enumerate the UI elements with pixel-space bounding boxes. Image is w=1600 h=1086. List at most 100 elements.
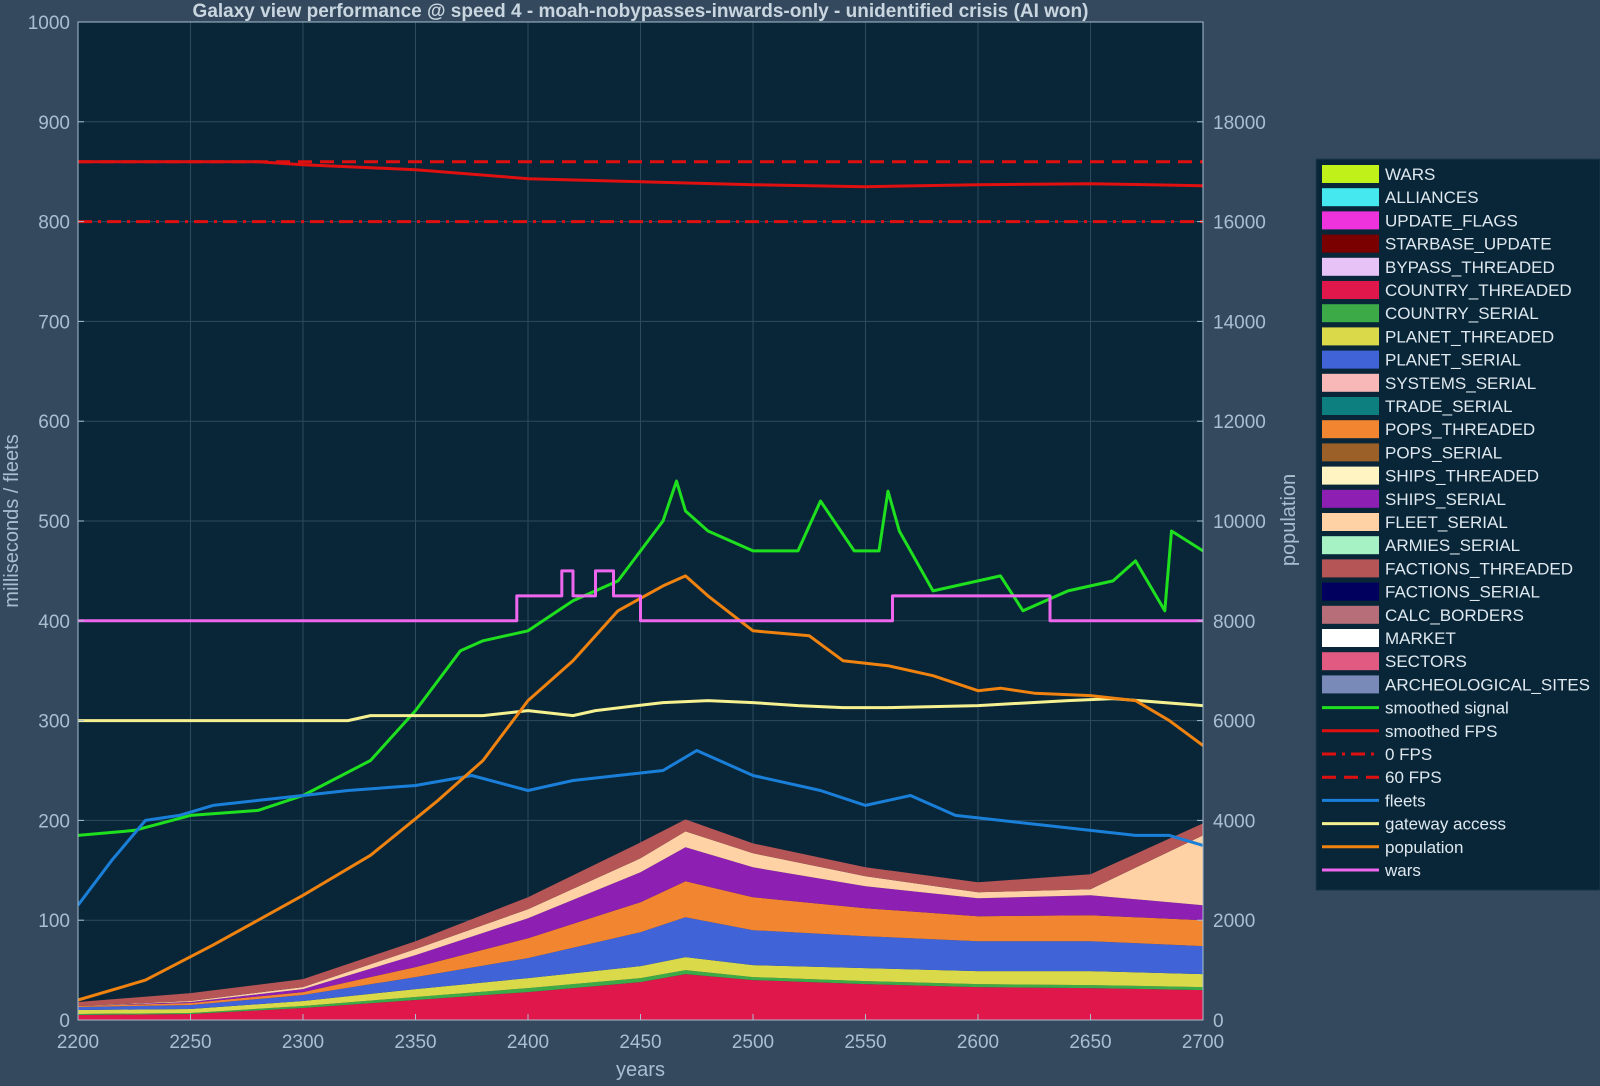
legend-label: SHIPS_THREADED [1385, 467, 1539, 486]
y-tick-label-left: 600 [38, 412, 70, 433]
legend-label: smoothed signal [1385, 699, 1509, 718]
line-fleets [78, 749, 1203, 907]
area-ships-serial [78, 847, 1203, 1006]
line-gateway-access [78, 697, 1203, 723]
legend-label: POPS_SERIAL [1385, 443, 1502, 462]
area-planet-serial [78, 917, 1203, 1010]
x-axis: 2200 2250 2300 2350 2400 2450 2500 2550 2600 2650… [57, 1014, 1224, 1053]
y-tick-label-right: 6000 [1213, 712, 1255, 733]
area-country-threaded [78, 974, 1203, 1020]
x-tick-label: 2250 [169, 1032, 211, 1053]
x-tick-label: 2500 [732, 1032, 774, 1053]
legend-label: gateway access [1385, 815, 1506, 834]
chart-title: Galaxy view performance @ speed 4 - moah… [193, 1, 1089, 22]
y-tick-label-right: 10000 [1213, 512, 1266, 533]
legend-swatch [1322, 304, 1379, 323]
legend-label: FLEET_SERIAL [1385, 513, 1508, 532]
legend-swatch [1322, 513, 1379, 531]
legend-swatch [1322, 234, 1379, 253]
legend-label: SECTORS [1385, 652, 1467, 671]
x-tick-label: 2200 [57, 1032, 99, 1053]
y-tick-label-left: 0 [59, 1011, 70, 1032]
y-tick-label-left: 500 [38, 512, 70, 533]
area-planet-threaded [78, 957, 1203, 1014]
area-fleet-serial [78, 831, 1203, 1006]
legend-swatch [1322, 489, 1379, 508]
y-tick-label-right: 14000 [1213, 312, 1266, 333]
line-population [78, 574, 1203, 1002]
legend-label: PLANET_THREADED [1385, 327, 1554, 346]
y-tick-label-left: 900 [38, 113, 70, 134]
y-tick-label-left: 400 [38, 612, 70, 633]
y-tick-label-right: 0 [1213, 1011, 1224, 1032]
y-tick-label-right: 12000 [1213, 412, 1266, 433]
legend-swatch [1322, 188, 1379, 207]
legend-label: POPS_THREADED [1385, 420, 1535, 439]
legend-label: UPDATE_FLAGS [1385, 211, 1518, 230]
legend-label: 60 FPS [1385, 768, 1442, 787]
x-tick-label: 2300 [282, 1032, 324, 1053]
y-tick-label-left: 200 [38, 811, 70, 832]
y-tick-label-right: 8000 [1213, 612, 1255, 633]
line-smoothed-fps [78, 160, 1203, 189]
y-tick-label-right: 16000 [1213, 213, 1266, 234]
legend-swatch [1322, 466, 1379, 485]
legend-swatch [1322, 420, 1379, 439]
legend-swatch [1322, 629, 1379, 647]
legend-label: COUNTRY_SERIAL [1385, 304, 1539, 323]
legend-label: WARS [1385, 165, 1435, 184]
legend-label: MARKET [1385, 629, 1456, 648]
y-tick-label-right: 18000 [1213, 113, 1266, 134]
legend-label: TRADE_SERIAL [1385, 397, 1513, 416]
y-axis-label-right: population [1278, 474, 1300, 566]
y-tick-label-left: 100 [38, 911, 70, 932]
legend-label: fleets [1385, 791, 1426, 810]
y-tick-label-left: 700 [38, 312, 70, 333]
legend-label: 0 FPS [1385, 745, 1432, 764]
legend-swatch [1322, 652, 1379, 671]
x-tick-label: 2350 [394, 1032, 436, 1053]
legend-label: CALC_BORDERS [1385, 606, 1524, 625]
legend-label: FACTIONS_THREADED [1385, 559, 1573, 578]
x-tick-label: 2600 [957, 1032, 999, 1053]
legend-swatch [1322, 350, 1379, 369]
y-axis-label-left: milliseconds / fleets [1, 434, 23, 607]
x-tick-label: 2450 [619, 1032, 661, 1053]
legend-label: ALLIANCES [1385, 188, 1479, 207]
x-tick-label: 2650 [1069, 1032, 1111, 1053]
y-tick-label-right: 2000 [1213, 911, 1255, 932]
legend-swatch [1322, 675, 1379, 694]
legend-label: COUNTRY_THREADED [1385, 281, 1572, 300]
y-tick-label-right: 4000 [1213, 811, 1255, 832]
x-tick-label: 2400 [507, 1032, 549, 1053]
legend-label: population [1385, 838, 1463, 857]
legend-label: FACTIONS_SERIAL [1385, 583, 1540, 602]
y-tick-label-left: 300 [38, 712, 70, 733]
x-tick-label: 2550 [844, 1032, 886, 1053]
legend-swatch [1322, 559, 1379, 578]
legend-swatch [1322, 327, 1379, 346]
y-tick-label-left: 800 [38, 213, 70, 234]
legend-swatch [1322, 536, 1379, 555]
legend-swatch [1322, 211, 1379, 230]
legend-label: smoothed FPS [1385, 722, 1497, 741]
data-layer [78, 160, 1203, 1020]
legend-label: ARMIES_SERIAL [1385, 536, 1520, 555]
legend-label: SYSTEMS_SERIAL [1385, 374, 1536, 393]
legend-swatch [1322, 257, 1379, 276]
y-axis-left: 0 100 200 300 400 500 600 700 800 900 1000 [28, 13, 84, 1032]
legend-label: PLANET_SERIAL [1385, 351, 1521, 370]
x-axis-label: years [616, 1059, 665, 1081]
legend-swatch [1322, 165, 1379, 183]
legend-swatch [1322, 605, 1379, 624]
legend: WARS ALLIANCES UPDATE_FLAGS STARBASE_UPDATE… [1315, 158, 1600, 891]
legend-label: SHIPS_SERIAL [1385, 490, 1506, 509]
legend-swatch [1322, 582, 1379, 601]
legend-label: ARCHEOLOGICAL_SITES [1385, 675, 1590, 694]
legend-label: BYPASS_THREADED [1385, 258, 1555, 277]
area-country-serial [78, 970, 1203, 1015]
x-tick-label: 2700 [1182, 1032, 1224, 1053]
line-smoothed-signal [78, 479, 1203, 837]
